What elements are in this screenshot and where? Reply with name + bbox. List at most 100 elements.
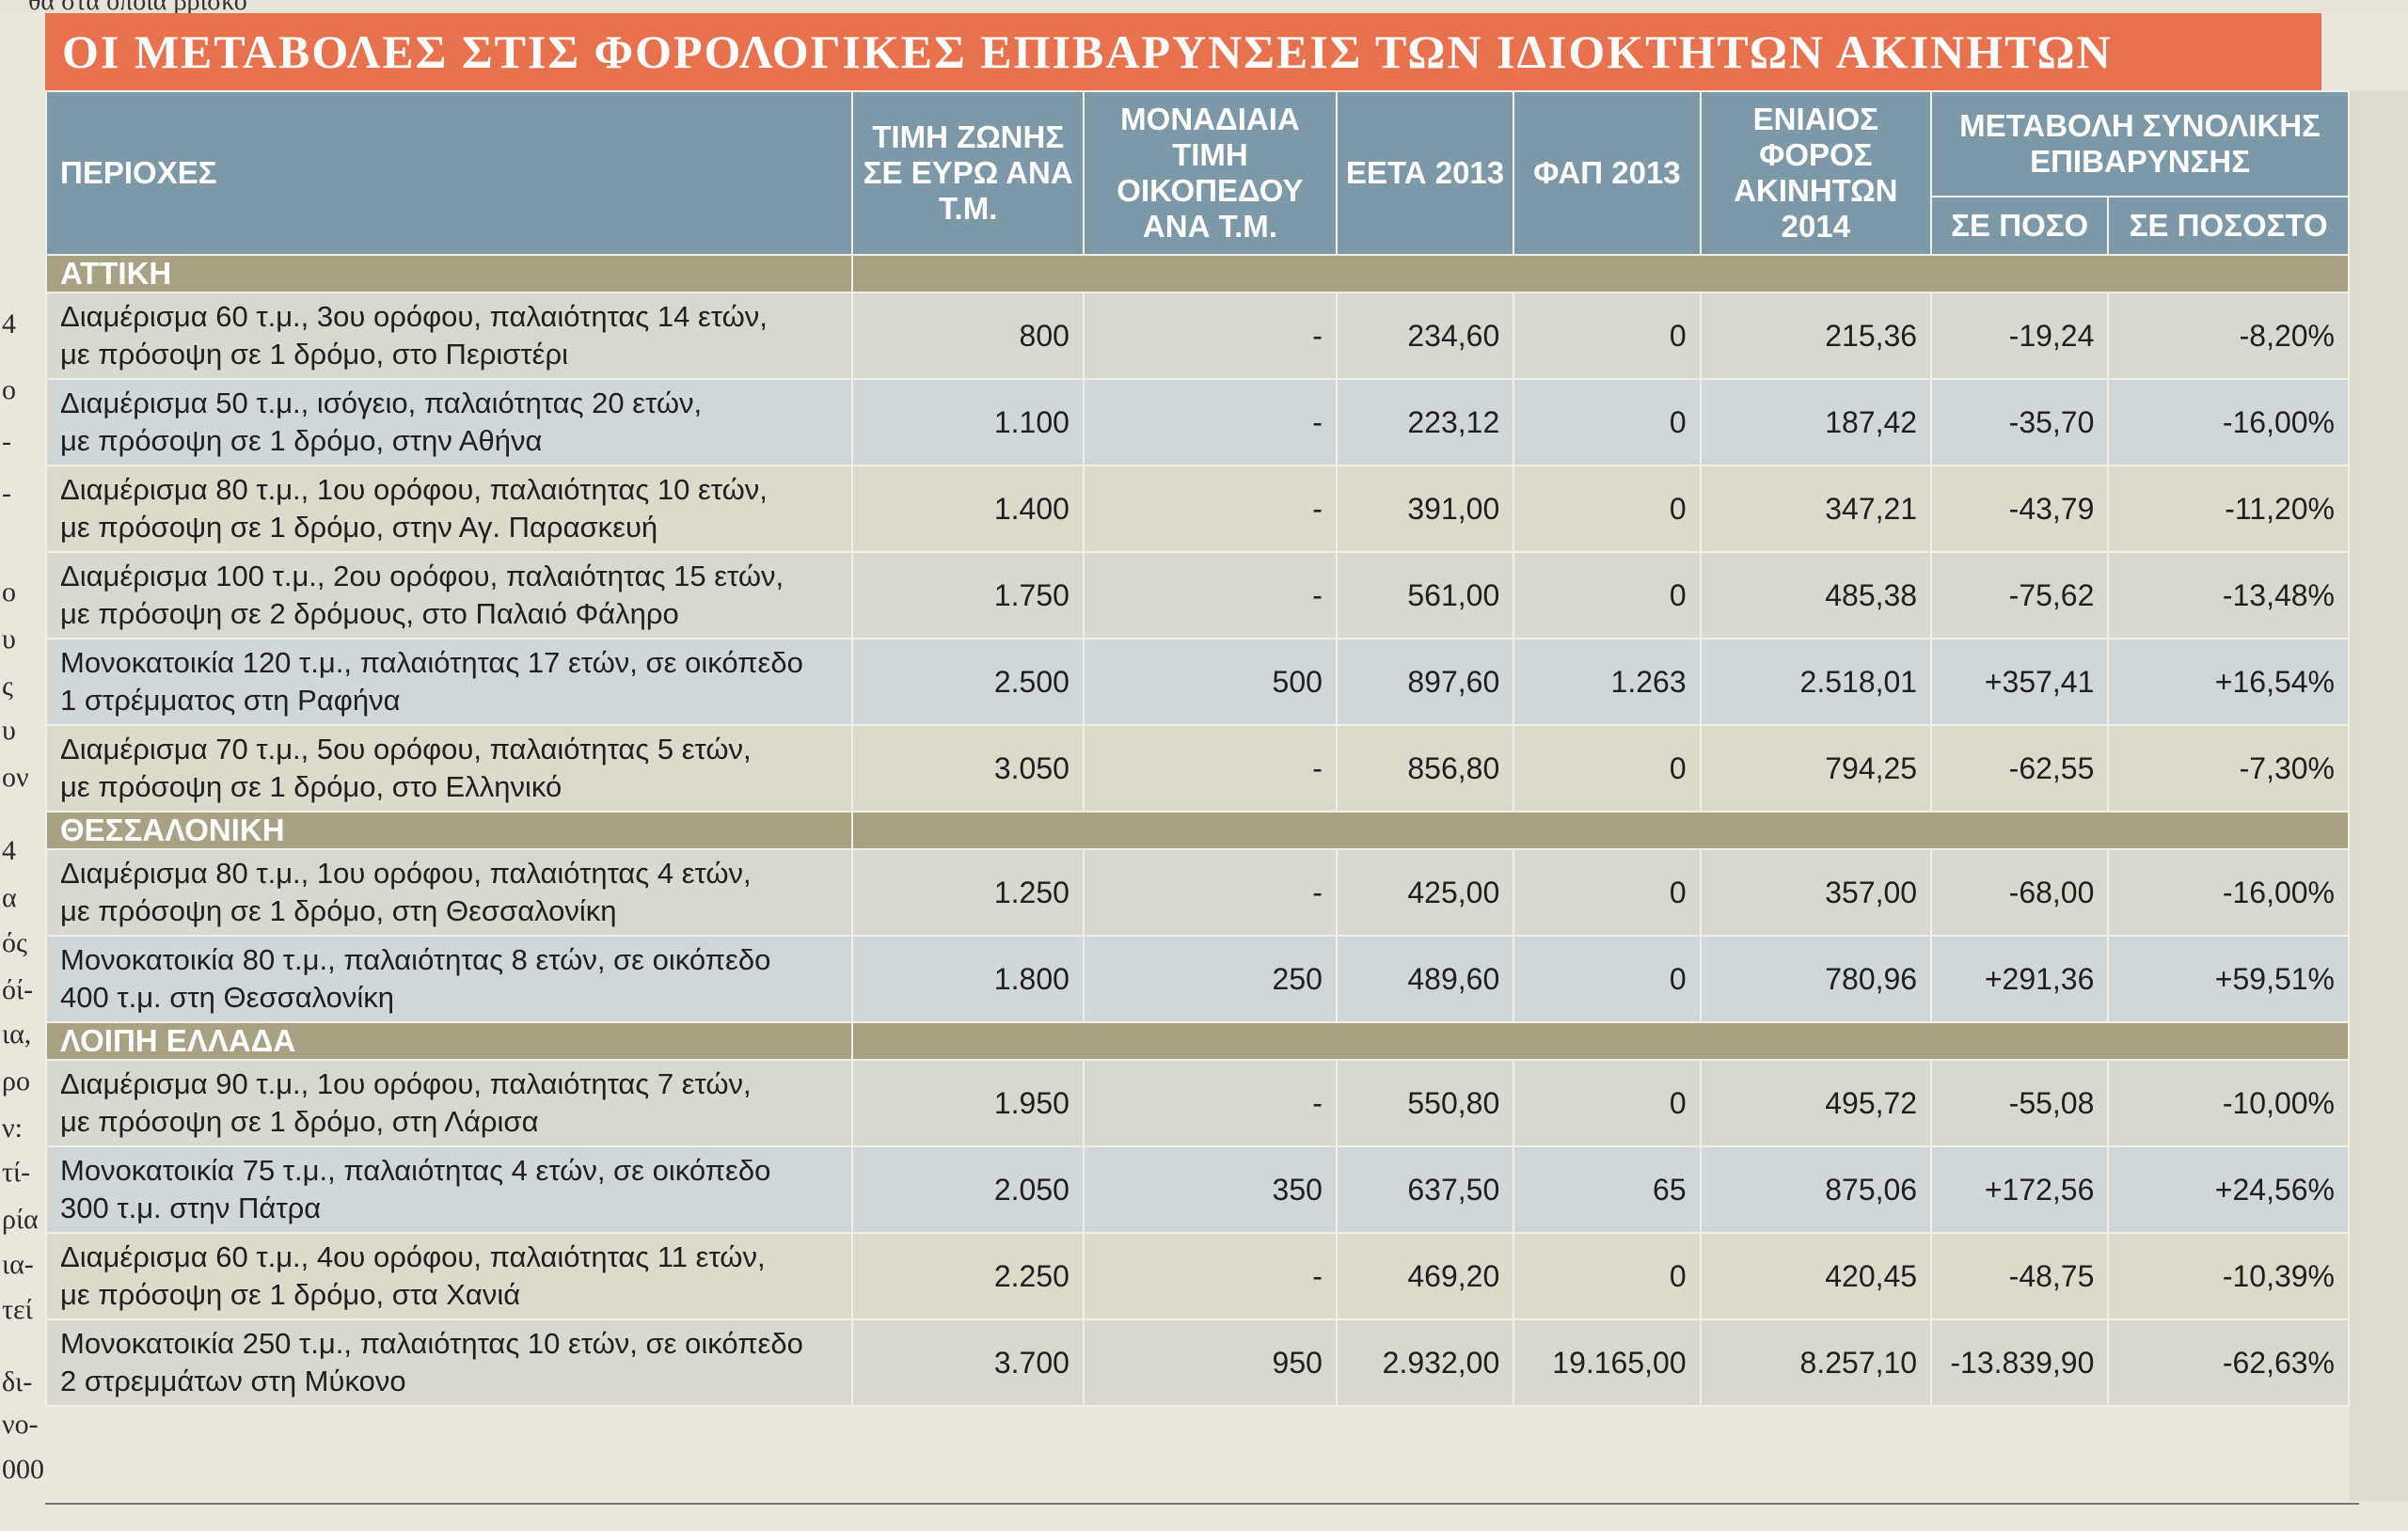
cell-change-amount: +172,56 [1930,1145,2110,1234]
cell-change-percent: -62,63% [2107,1318,2350,1407]
left-column-fragment: νο- [2,1409,39,1440]
cell-change-percent: -16,00% [2107,378,2350,466]
table-row: Μονοκατοικία 120 τ.μ., παλαιότητας 17 ετ… [44,638,2350,726]
description-line-1: Διαμέρισμα 80 τ.μ., 1ου ορόφου, παλαιότη… [60,857,752,890]
property-description: Μονοκατοικία 250 τ.μ., παλαιότητας 10 ετ… [44,1318,854,1407]
cell-zone-price: 1.250 [851,848,1085,937]
left-column-fragment: ια- [2,1249,34,1280]
section-fill [851,254,2350,293]
table-row: Μονοκατοικία 80 τ.μ., παλαιότητας 8 ετών… [44,935,2350,1023]
section-row: ΛΟΙΠΗ ΕΛΛΑΔΑ [44,1021,2350,1061]
cell-change-percent: +24,56% [2107,1145,2350,1234]
cell-fap: 0 [1513,292,1702,380]
cell-fap: 0 [1513,378,1702,466]
description-line-1: Διαμέρισμα 50 τ.μ., ισόγειο, παλαιότητας… [60,387,703,419]
cell-unit-price: - [1082,551,1338,639]
cell-zone-price: 800 [851,292,1085,380]
header-subrow: ΣΕ ΠΟΣΟ ΣΕ ΠΟΣΟΣΤΟ [46,196,2350,256]
tax-changes-table: ΠΕΡΙΟΧΕΣ ΤΙΜΗ ΖΩΝΗΣ ΣΕ ΕΥΡΩ ΑΝΑ Τ.Μ. ΜΟΝ… [44,90,2350,1407]
description-line-2: με πρόσοψη σε 1 δρόμο, στα Χανιά [60,1278,521,1311]
header-enfia: ΕΝΙΑΙΟΣ ΦΟΡΟΣ ΑΚΙΝΗΤΩΝ 2014 [1699,90,1933,256]
left-column-fragment: ο [2,374,16,405]
left-column-fragment: ια, [2,1018,32,1050]
left-column-fragment: τεί [2,1294,33,1325]
cell-eeta: 2.932,00 [1335,1318,1515,1407]
cell-unit-price: - [1082,292,1338,380]
cell-eeta: 561,00 [1335,551,1515,639]
cell-zone-price: 2.050 [851,1145,1085,1234]
description-line-2: 300 τ.μ. στην Πάτρα [60,1192,322,1224]
left-column-fragment: υ [2,623,16,655]
cell-fap: 0 [1513,848,1702,937]
cell-unit-price: - [1082,1059,1338,1147]
cell-fap: 65 [1513,1145,1702,1234]
left-column-fragment: 4 [2,835,16,866]
description-line-1: Μονοκατοικία 75 τ.μ., παλαιότητας 4 ετών… [60,1154,771,1187]
description-line-2: με πρόσοψη σε 1 δρόμο, στο Περιστέρι [60,338,569,371]
description-line-2: με πρόσοψη σε 1 δρόμο, στη Θεσσαλονίκη [60,894,617,927]
cell-eeta: 223,12 [1335,378,1515,466]
top-strip: θα στα οποία βρίσκο [0,0,2408,16]
cell-fap: 19.165,00 [1513,1318,1702,1407]
description-line-2: 1 στρέμματος στη Ραφήνα [60,684,401,717]
header-area: ΠΕΡΙΟΧΕΣ [44,90,854,256]
left-column-fragment: ρο [2,1065,30,1097]
property-description: Διαμέρισμα 80 τ.μ., 1ου ορόφου, παλαιότη… [44,465,854,553]
cell-eeta: 469,20 [1335,1232,1515,1320]
cell-fap: 0 [1513,724,1702,813]
table-body: ΑΤΤΙΚΗ Διαμέρισμα 60 τ.μ., 3ου ορόφου, πα… [44,254,2350,1407]
description-line-2: με πρόσοψη σε 1 δρόμο, στη Λάρισα [60,1105,539,1138]
left-column-fragment: όί- [2,974,34,1005]
left-column-fragment: δι- [2,1366,33,1397]
cell-fap: 0 [1513,1059,1702,1147]
cell-change-percent: -10,00% [2107,1059,2350,1147]
cell-fap: 0 [1513,1232,1702,1320]
property-description: Μονοκατοικία 75 τ.μ., παλαιότητας 4 ετών… [44,1145,854,1234]
cell-change-percent: -13,48% [2107,551,2350,639]
cell-enfia: 2.518,01 [1699,638,1933,726]
property-description: Μονοκατοικία 80 τ.μ., παλαιότητας 8 ετών… [44,935,854,1023]
cell-unit-price: - [1082,378,1338,466]
cell-enfia: 780,96 [1699,935,1933,1023]
left-column-fragment: ον [2,762,29,793]
description-line-1: Διαμέρισμα 60 τ.μ., 3ου ορόφου, παλαιότη… [60,300,768,333]
left-column-fragment: ός [2,927,27,958]
description-line-2: 400 τ.μ. στη Θεσσαλονίκη [60,981,395,1014]
table-row: Μονοκατοικία 250 τ.μ., παλαιότητας 10 ετ… [44,1318,2350,1407]
cell-zone-price: 1.950 [851,1059,1085,1147]
title-banner: ΟΙ ΜΕΤΑΒΟΛΕΣ ΣΤΙΣ ΦΟΡΟΛΟΓΙΚΕΣ ΕΠΙΒΑΡΥΝΣΕ… [45,13,2321,90]
property-description: Διαμέρισμα 70 τ.μ., 5ου ορόφου, παλαιότη… [44,724,854,813]
cell-change-amount: -68,00 [1930,848,2110,937]
cell-zone-price: 2.500 [851,638,1085,726]
cell-eeta: 637,50 [1335,1145,1515,1234]
cell-zone-price: 3.700 [851,1318,1085,1407]
cell-change-amount: -48,75 [1930,1232,2110,1320]
cell-change-amount: -62,55 [1930,724,2110,813]
cell-enfia: 495,72 [1699,1059,1933,1147]
cell-enfia: 794,25 [1699,724,1933,813]
left-column-fragment: α [2,882,17,913]
description-line-1: Διαμέρισμα 80 τ.μ., 1ου ορόφου, παλαιότη… [60,473,768,506]
cell-change-amount: -55,08 [1930,1059,2110,1147]
cell-enfia: 347,21 [1699,465,1933,553]
cell-fap: 0 [1513,465,1702,553]
left-column-fragment: υ [2,715,16,746]
description-line-1: Διαμέρισμα 100 τ.μ., 2ου ορόφου, παλαιότ… [60,560,784,592]
left-column-fragment: ο [2,576,16,608]
header-eeta: ΕΕΤΑ 2013 [1335,90,1515,256]
cell-eeta: 234,60 [1335,292,1515,380]
cell-change-percent: +16,54% [2107,638,2350,726]
cell-change-percent: -10,39% [2107,1232,2350,1320]
cell-zone-price: 1.800 [851,935,1085,1023]
cell-change-amount: +357,41 [1930,638,2110,726]
description-line-2: 2 στρεμμάτων στη Μύκονο [60,1365,406,1397]
bottom-rule [45,1503,2359,1505]
left-column-fragment: ς [2,671,13,702]
section-fill [851,811,2350,850]
description-line-1: Διαμέρισμα 60 τ.μ., 4ου ορόφου, παλαιότη… [60,1240,766,1273]
cell-change-amount: -35,70 [1930,378,2110,466]
cell-zone-price: 3.050 [851,724,1085,813]
cell-change-percent: -7,30% [2107,724,2350,813]
left-column-fragment: 4 [2,308,16,339]
